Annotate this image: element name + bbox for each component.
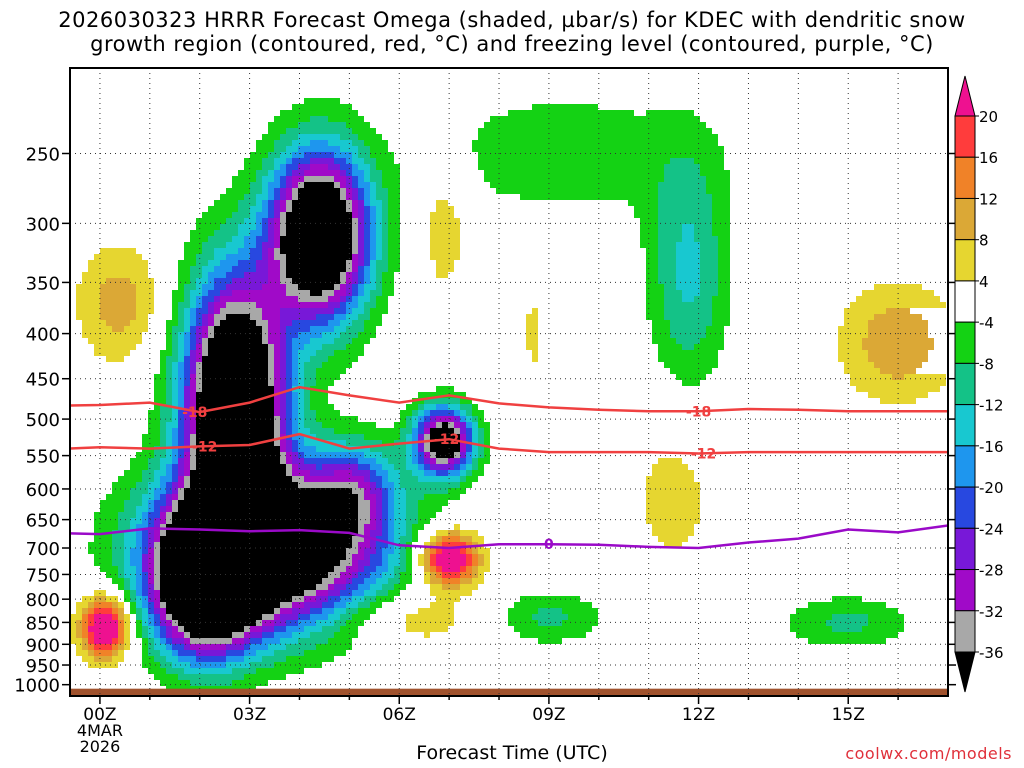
colorbar-tick-label: 12 (979, 190, 998, 208)
y-tick-label: 950 (26, 656, 60, 677)
contour-label: 0 (544, 537, 554, 553)
credit-text: coolwx.com/models (845, 744, 1012, 763)
y-tick-label: 350 (26, 273, 60, 294)
y-tick-label: 600 (26, 480, 60, 501)
y-tick-label: 1000 (14, 676, 60, 697)
x-tick-label: 15Z (832, 705, 865, 725)
contour-line--18 (70, 385, 948, 414)
x-date-label: 4MAR (77, 721, 123, 740)
x-tick-label: 06Z (383, 705, 416, 725)
x-axis-title: Forecast Time (UTC) (416, 742, 608, 764)
colorbar: 20 16 12 8 4 -4 -8 -12 -16 -20 -24 -28 -32 -36 (954, 75, 1004, 693)
contour-label: -12 (691, 447, 716, 463)
y-tick-label: 750 (26, 565, 60, 586)
colorbar-bin (954, 527, 976, 571)
colorbar-bottom-triangle (954, 651, 976, 693)
colorbar-bin (954, 362, 976, 406)
y-tick-label: 850 (26, 613, 60, 634)
colorbar-tick-label: -8 (979, 355, 994, 373)
y-tick-label: 900 (26, 635, 60, 656)
colorbar-tick-label: 8 (979, 232, 989, 250)
colorbar-top-triangle (954, 75, 976, 117)
x-date-label: 2026 (80, 737, 121, 756)
colorbar-tick-label: -20 (979, 479, 1004, 497)
colorbar-bin (954, 239, 976, 282)
colorbar-bin (954, 115, 976, 158)
y-axis: 2503003504004505005506006507007508008509… (14, 144, 956, 697)
colorbar-bin (954, 610, 976, 653)
y-tick-label: 450 (26, 370, 60, 391)
colorbar-bin (954, 321, 976, 364)
contour-label: -12 (434, 432, 459, 448)
chart-title-line-2: growth region (contoured, red, °C) and f… (90, 32, 934, 56)
colorbar-bin (954, 404, 976, 447)
y-tick-label: 650 (26, 511, 60, 532)
omega-shaded-field (70, 98, 948, 696)
plot-frame (69, 67, 949, 697)
contour-label: -12 (192, 439, 217, 455)
colorbar-tick-label: -12 (979, 397, 1004, 415)
colorbar-bin (954, 280, 976, 323)
colorbar-tick-label: -24 (979, 520, 1004, 538)
y-tick-label: 500 (26, 410, 60, 431)
y-tick-label: 400 (26, 325, 60, 346)
x-tick-label: 03Z (233, 705, 266, 725)
colorbar-tick-label: -4 (979, 314, 994, 332)
x-tick-label: 09Z (532, 705, 565, 725)
colorbar-bin (954, 486, 976, 529)
y-tick-label: 250 (26, 144, 60, 165)
colorbar-tick-label: 16 (979, 149, 998, 167)
contour-labels: -18 -12 -12 -18 -12 0 (182, 404, 716, 553)
colorbar-bin (954, 445, 976, 488)
ground-fill (70, 688, 948, 696)
colorbar-bin (954, 156, 976, 199)
colorbar-tick-label: 4 (979, 273, 989, 291)
y-tick-label: 550 (26, 447, 60, 468)
contour-line--12 (70, 432, 948, 455)
chart-title-line-1: 2026030323 HRRR Forecast Omega (shaded, … (58, 8, 966, 32)
contour-label: -18 (686, 404, 711, 420)
colorbar-tick-label: -32 (979, 603, 1004, 621)
colorbar-tick-label: -36 (979, 644, 1004, 662)
colorbar-bin (954, 197, 976, 241)
contour-lines (70, 385, 948, 550)
contour-line-0 (70, 524, 948, 550)
y-tick-label: 700 (26, 539, 60, 560)
colorbar-tick-label: -16 (979, 438, 1004, 456)
x-tick-label: 12Z (682, 705, 715, 725)
colorbar-tick-label: -28 (979, 562, 1004, 580)
y-tick-label: 800 (26, 590, 60, 611)
y-tick-label: 300 (26, 214, 60, 235)
colorbar-bin (954, 569, 976, 612)
colorbar-tick-label: 20 (979, 108, 998, 126)
contour-label: -18 (182, 405, 207, 421)
x-tick-label: 00Z (83, 705, 116, 725)
